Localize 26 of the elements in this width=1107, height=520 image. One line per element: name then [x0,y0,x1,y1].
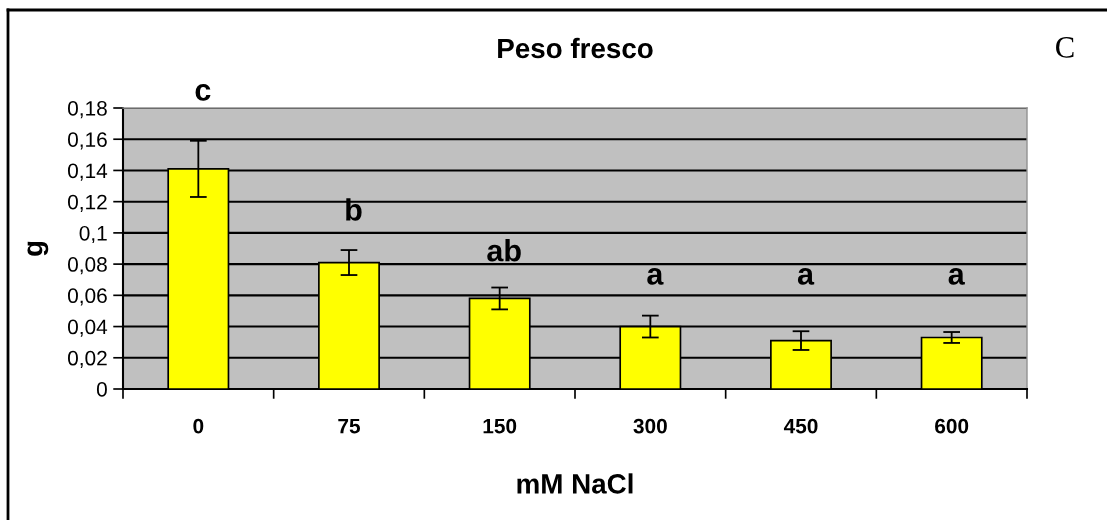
text: c [195,84,211,101]
y-tick-label: 0 [96,382,107,397]
annotation: b [346,198,362,221]
y-tick-label: 0,12 [67,194,107,212]
y-tick-label: 0,08 [67,257,107,275]
annotation: ab [487,239,521,262]
x-tick-label: 75 [338,418,361,434]
y-tick-label: 0,14 [67,163,108,181]
y-tick-label: 0,06 [67,288,107,306]
y-tick-label: 0,02 [67,350,107,368]
annotation: a [948,268,965,285]
text: C [1056,37,1074,58]
x-tick-label: 450 [783,418,818,434]
x-tick-label: 600 [935,418,969,434]
x-tick-label: 0 [193,418,204,434]
y-tick-label: 0,04 [67,319,108,337]
x-tick-label: 300 [633,418,667,434]
y-tick-label: 0,18 [67,101,107,119]
y-tick-label: 0,16 [67,132,107,150]
chart-title: Peso fresco [498,37,653,59]
x-tick-label: 150 [483,418,517,434]
annotation: a [797,268,815,285]
y-tick-label: 0,1 [79,225,107,244]
y-axis-title: g [27,241,49,256]
x-axis-title: mM NaCl [517,473,633,494]
annotation: a [647,268,664,285]
